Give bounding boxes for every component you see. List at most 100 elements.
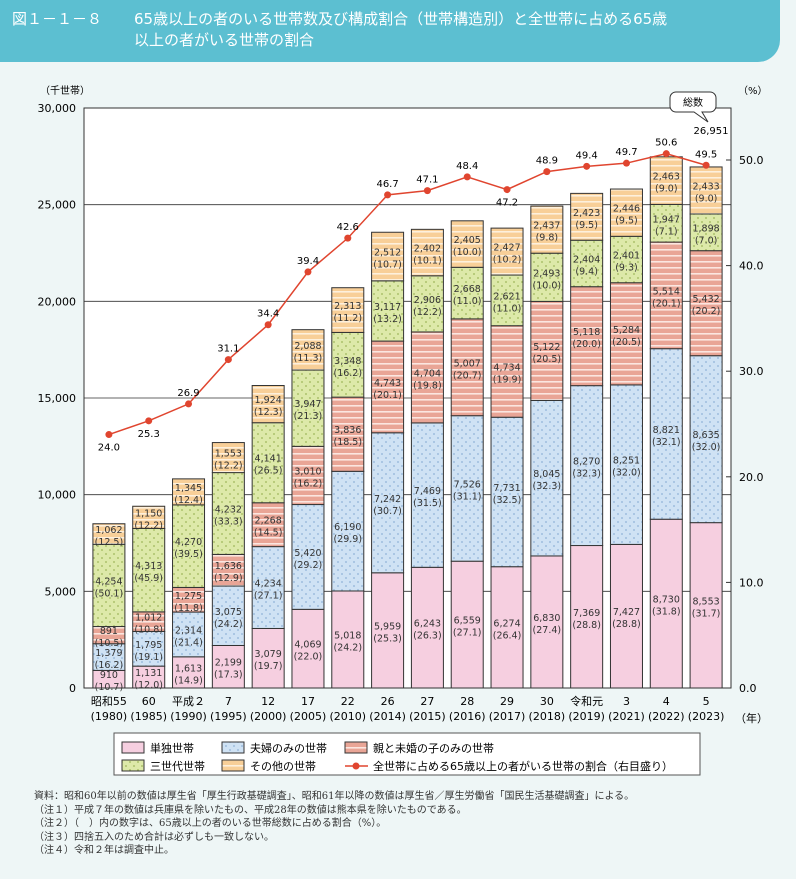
- legend-swatch: [121, 759, 145, 772]
- right-tick-label: 50.0: [739, 154, 764, 167]
- bar-share-label: (11.0): [453, 296, 482, 307]
- bar-value-label: 4,141: [255, 454, 282, 465]
- bar-share-label: (20.0): [572, 339, 601, 350]
- bar-segment: [331, 590, 365, 689]
- bar-value-label: 3,348: [334, 356, 361, 367]
- bar-share-label: (12.4): [174, 495, 203, 506]
- bar-share-label: (12.2): [214, 461, 243, 472]
- bar-value-label: 3,079: [255, 649, 282, 660]
- bar-segment: [609, 384, 643, 545]
- bar-share-label: (14.5): [254, 528, 283, 539]
- bar-value-label: 3,836: [334, 425, 361, 436]
- bar-value-label: 6,274: [493, 618, 520, 629]
- left-tick-label: 0: [69, 682, 76, 695]
- bar-value-label: 5,018: [334, 630, 361, 641]
- bar-share-label: (20.5): [612, 337, 641, 348]
- bar-share-label: (16.2): [333, 368, 362, 379]
- bar-segment: [92, 523, 126, 545]
- bar-value-label: 1,012: [135, 613, 162, 624]
- bar-segment: [570, 545, 604, 689]
- x-tick-label: 昭和55: [91, 695, 127, 708]
- bar-value-label: 7,469: [414, 486, 441, 497]
- bar-segment: [291, 504, 325, 610]
- line-point-label: 49.4: [576, 150, 598, 161]
- legend-label: 単独世帯: [150, 741, 194, 755]
- line-point: [145, 417, 153, 425]
- bar-value-label: 2,088: [294, 341, 321, 352]
- bar-value-label: 2,512: [374, 248, 401, 259]
- bar-value-label: 3,075: [215, 607, 242, 618]
- bar-share-label: (20.2): [692, 306, 721, 317]
- x-tick-label: 26: [381, 695, 395, 708]
- bar-segment: [649, 348, 683, 520]
- bar-value-label: 8,635: [692, 430, 719, 441]
- bar-value-label: 1,924: [255, 395, 282, 406]
- bar-share-label: (19.9): [493, 374, 522, 385]
- line-point: [702, 161, 710, 169]
- notes: 資料：昭和60年以前の数値は厚生省「厚生行政基礎調査」、昭和61年以降の数値は厚…: [34, 790, 634, 858]
- x-tick-label: 17: [301, 695, 315, 708]
- bar-segment: [609, 282, 643, 386]
- bar-share-label: (50.1): [95, 588, 124, 599]
- bar-segment: [251, 627, 285, 689]
- figure-title-bar: 図１－１－８ 65歳以上の者のいる世帯数及び構成割合（世帯構造別）と全世帯に占める…: [0, 0, 780, 62]
- x-tick-label: 12: [261, 695, 275, 708]
- bar-share-label: (16.2): [294, 478, 323, 489]
- bar-share-label: (31.8): [652, 607, 681, 618]
- bar-share-label: (19.8): [413, 380, 442, 391]
- bar-value-label: 1,131: [135, 668, 162, 679]
- bar-value-label: 2,437: [533, 221, 560, 232]
- x-tick-year: (2014): [369, 710, 406, 723]
- bar-value-label: 7,242: [374, 494, 401, 505]
- x-tick-year: (2022): [648, 710, 685, 723]
- bar-value-label: 1,636: [215, 561, 242, 572]
- legend-line-marker: [352, 762, 360, 770]
- bar-value-label: 8,821: [653, 425, 680, 436]
- bar-segment: [530, 205, 564, 254]
- figure-title-line1: 65歳以上の者のいる世帯数及び構成割合（世帯構造別）と全世帯に占める65歳: [134, 10, 668, 28]
- bar-share-label: (7.1): [655, 226, 678, 237]
- bar-segment: [530, 399, 564, 557]
- x-tick-year: (1990): [170, 710, 207, 723]
- x-axis-unit: （年）: [735, 711, 768, 725]
- bar-share-label: (9.5): [575, 220, 598, 231]
- bar-share-label: (17.3): [214, 670, 243, 681]
- bar-share-label: (45.9): [134, 573, 163, 584]
- x-tick-year: (1980): [91, 710, 128, 723]
- line-point: [583, 162, 591, 170]
- note-3: （注３）四捨五入のため合計は必ずしも一致しない。: [34, 831, 274, 843]
- bar-share-label: (22.0): [294, 652, 323, 663]
- bar-share-label: (10.0): [453, 247, 482, 258]
- bar-segment: [291, 329, 325, 371]
- bar-segment: [211, 442, 245, 474]
- left-tick-label: 25,000: [38, 199, 77, 212]
- left-tick-label: 10,000: [38, 489, 77, 502]
- bar-share-label: (10.8): [134, 625, 163, 636]
- bar-share-label: (27.1): [453, 628, 482, 639]
- line-point: [463, 173, 471, 181]
- line-point: [662, 150, 670, 158]
- left-tick-label: 15,000: [38, 392, 77, 405]
- bar-value-label: 1,898: [692, 223, 719, 234]
- line-point: [304, 268, 312, 276]
- bar-value-label: 5,118: [573, 327, 600, 338]
- line-point: [105, 431, 113, 439]
- bar-value-label: 7,526: [454, 479, 481, 490]
- left-tick-label: 5,000: [45, 585, 77, 598]
- line-point-label: 24.0: [98, 443, 120, 454]
- bar-value-label: 5,514: [653, 286, 680, 297]
- left-axis-unit: （千世帯）: [40, 84, 90, 97]
- bar-segment: [371, 231, 405, 282]
- bar-value-label: 1,379: [95, 648, 122, 659]
- bar-value-label: 4,232: [215, 504, 242, 515]
- line-point: [503, 186, 511, 194]
- bar-share-label: (9.0): [655, 184, 678, 195]
- bar-share-label: (20.1): [652, 298, 681, 309]
- bar-value-label: 8,553: [692, 596, 719, 607]
- x-tick-label: 30: [540, 695, 554, 708]
- bar-share-label: (19.7): [254, 661, 283, 672]
- bar-share-label: (32.1): [652, 437, 681, 448]
- line-point: [423, 187, 431, 195]
- bar-value-label: 4,743: [374, 378, 401, 389]
- bar-value-label: 4,704: [414, 368, 441, 379]
